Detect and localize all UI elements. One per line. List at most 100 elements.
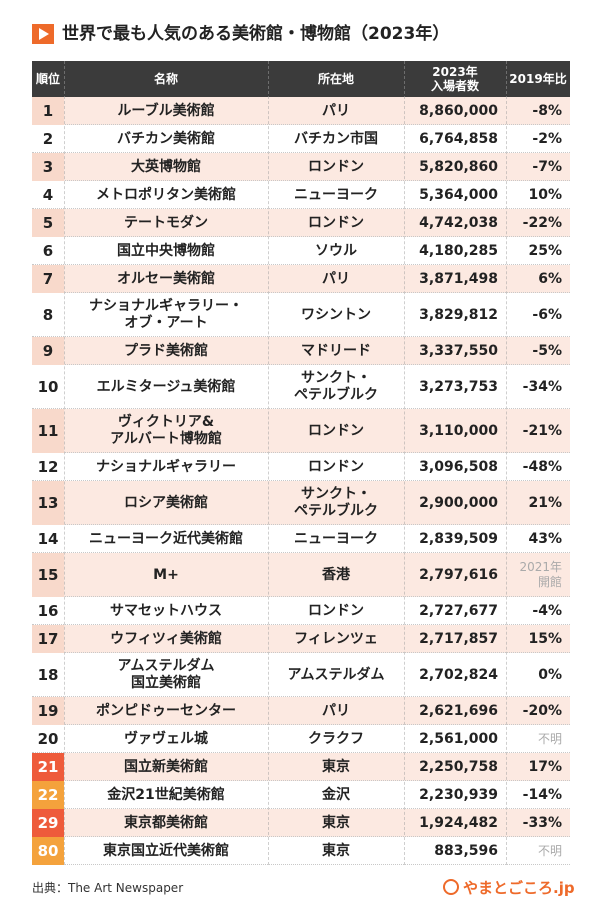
logo: やまとごころ.jp <box>463 879 575 897</box>
row <box>32 125 570 153</box>
title: 世界で最も人気のある美術館・博物館（2023年） <box>62 24 450 44</box>
cell-change: -48% <box>522 458 562 475</box>
cell-rank: 14 <box>37 529 59 548</box>
cell-name: 国立新美術館 <box>124 758 208 775</box>
row <box>32 153 570 181</box>
source: 出典：The Art Newspaper <box>32 881 184 895</box>
cell-visitors: 3,096,508 <box>419 458 498 475</box>
cell-location: 東京 <box>322 814 350 831</box>
row <box>32 237 570 265</box>
cell-name: ルーブル美術館 <box>117 102 215 119</box>
cell-rank: 16 <box>37 601 59 620</box>
cell-change: 6% <box>538 270 562 287</box>
rank-cell-bg <box>32 97 64 125</box>
row <box>32 209 570 237</box>
cell-location: ロンドン <box>308 214 364 231</box>
header-row <box>32 61 570 97</box>
cell-rank: 80 <box>37 841 59 860</box>
row <box>32 265 570 293</box>
rank-cell-bg <box>32 337 64 365</box>
header-cell: 2019年比 <box>509 72 567 86</box>
cell-rank: 5 <box>42 213 54 232</box>
cell-location: 金沢 <box>322 786 350 803</box>
header-cell: 2023年 入場者数 <box>430 65 479 93</box>
row <box>32 337 570 365</box>
cell-location: サンクト・ ペテルブルク <box>294 370 378 403</box>
cell-change: 15% <box>528 630 562 647</box>
rank-cell-bg <box>32 481 64 525</box>
cell-name: バチカン美術館 <box>117 130 215 147</box>
cell-change: -8% <box>532 102 562 119</box>
cell-change: -6% <box>532 306 562 323</box>
cell-change: -21% <box>522 422 562 439</box>
title-icon <box>32 24 54 44</box>
cell-change: -22% <box>522 214 562 231</box>
cell-rank: 8 <box>42 305 54 324</box>
cell-name: ロシア美術館 <box>124 494 208 511</box>
cell-location: アムステルダム <box>287 666 385 683</box>
cell-change: 2021年 開館 <box>519 560 562 589</box>
cell-rank: 1 <box>42 101 54 120</box>
row <box>32 293 570 337</box>
cell-visitors: 2,839,509 <box>419 530 498 547</box>
rank-badge <box>32 837 64 865</box>
cell-change: -34% <box>522 378 562 395</box>
header-cell: 名称 <box>153 72 178 86</box>
play-icon <box>39 28 49 40</box>
row <box>32 453 570 481</box>
cell-change: 不明 <box>537 843 562 858</box>
cell-rank: 19 <box>37 701 59 720</box>
row <box>32 697 570 725</box>
cell-location: パリ <box>322 270 350 287</box>
row <box>32 97 570 125</box>
cell-location: パリ <box>322 702 350 719</box>
cell-name: サマセットハウス <box>110 602 222 619</box>
cell-rank: 2 <box>42 129 54 148</box>
cell-change: -14% <box>522 786 562 803</box>
cell-name: 金沢21世紀美術館 <box>107 786 225 803</box>
cell-visitors: 2,230,939 <box>419 786 498 803</box>
logo-icon <box>443 879 459 895</box>
cell-rank: 6 <box>42 241 54 260</box>
column-divider <box>64 61 65 865</box>
cell-name: 国立中央博物館 <box>117 242 215 259</box>
cell-visitors: 2,797,616 <box>419 566 498 583</box>
cell-visitors: 2,727,677 <box>419 602 498 619</box>
cell-location: ロンドン <box>308 458 364 475</box>
cell-rank: 3 <box>42 157 54 176</box>
rank-cell-bg <box>32 209 64 237</box>
cell-name: 東京都美術館 <box>124 814 208 831</box>
rank-badge <box>32 753 64 781</box>
cell-visitors: 2,621,696 <box>419 702 498 719</box>
rank-cell-bg <box>32 153 64 181</box>
row <box>32 525 570 553</box>
cell-location: ワシントン <box>301 306 371 323</box>
cell-visitors: 6,764,858 <box>419 130 498 147</box>
cell-rank: 12 <box>37 457 59 476</box>
cell-name: ウフィツィ美術館 <box>110 630 222 647</box>
rank-cell-bg <box>32 697 64 725</box>
cell-rank: 21 <box>37 757 59 776</box>
cell-visitors: 2,900,000 <box>419 494 498 511</box>
table: 順位 名称 所在地 2023年 入場者数 2019年比 1 ルーブル美術館 パリ 8,860,0… <box>32 61 570 865</box>
cell-name: プラド美術館 <box>124 342 208 359</box>
cell-location: ソウル <box>315 242 357 259</box>
rank-cell-bg <box>32 265 64 293</box>
cell-name: エルミタージュ美術館 <box>96 378 236 395</box>
cell-visitors: 3,337,550 <box>419 342 498 359</box>
cell-visitors: 4,742,038 <box>419 214 498 231</box>
row <box>32 753 570 781</box>
row <box>32 365 570 409</box>
cell-rank: 17 <box>37 629 59 648</box>
cell-rank: 20 <box>37 729 59 748</box>
cell-change: 21% <box>528 494 562 511</box>
cell-visitors: 1,924,482 <box>419 814 498 831</box>
rank-badge <box>32 809 64 837</box>
cell-name: ニューヨーク近代美術館 <box>89 530 243 547</box>
row <box>32 181 570 209</box>
row <box>32 481 570 525</box>
cell-rank: 11 <box>37 421 59 440</box>
cell-visitors: 3,110,000 <box>419 422 498 439</box>
row <box>32 809 570 837</box>
